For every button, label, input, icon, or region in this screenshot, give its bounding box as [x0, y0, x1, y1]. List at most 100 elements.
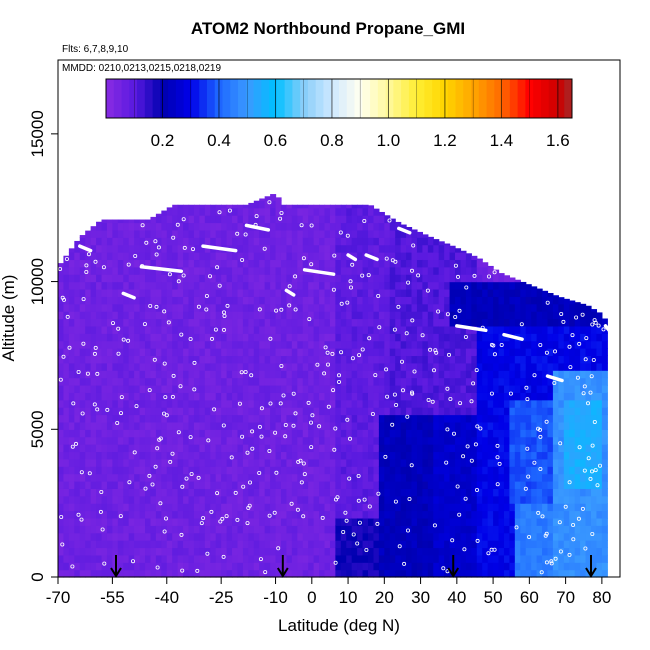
heat-cell	[85, 274, 92, 283]
heat-cell	[400, 318, 407, 327]
heat-cell	[166, 252, 173, 261]
heat-cell	[476, 429, 483, 438]
heat-cell	[270, 384, 277, 393]
heat-cell	[79, 458, 86, 467]
heat-cell	[183, 370, 190, 379]
heat-cell	[531, 466, 538, 475]
heat-cell	[563, 466, 570, 475]
heat-cell	[79, 303, 86, 312]
heat-cell	[270, 503, 277, 512]
heat-cell	[286, 296, 293, 305]
heat-cell	[145, 399, 152, 408]
sample-marker	[320, 515, 325, 520]
heat-cell	[319, 237, 326, 246]
heat-cell	[286, 466, 293, 475]
heat-cell	[487, 265, 494, 268]
heat-cell	[346, 407, 353, 416]
heat-cell	[183, 525, 190, 534]
sample-marker	[245, 450, 250, 455]
heat-cell	[63, 355, 70, 364]
heat-cell	[63, 451, 70, 460]
heat-cell	[166, 451, 173, 460]
heat-cell	[384, 370, 391, 379]
heat-cell	[242, 562, 249, 571]
heat-cell	[498, 444, 505, 453]
heat-cell	[166, 510, 173, 519]
heat-cell	[68, 340, 75, 349]
heat-cell	[210, 562, 217, 571]
heat-cell	[329, 525, 336, 534]
heat-cell	[416, 429, 423, 438]
heat-cell	[210, 532, 217, 541]
heat-cell	[406, 348, 413, 357]
heat-cell	[563, 318, 570, 327]
heat-cell	[406, 532, 413, 541]
heat-cell	[498, 562, 505, 571]
heat-cell	[280, 480, 288, 489]
heat-cell	[585, 466, 592, 475]
sample-marker	[299, 480, 304, 485]
heat-cell	[204, 384, 211, 393]
heat-cell	[389, 451, 396, 460]
heat-cell	[449, 355, 456, 364]
heat-cell	[286, 355, 293, 364]
heat-cell	[237, 532, 244, 541]
heat-cell	[329, 488, 336, 497]
heat-cell	[253, 451, 260, 460]
heat-cell	[520, 547, 527, 556]
heat-cell	[85, 547, 92, 556]
heat-cell	[215, 562, 222, 571]
heat-cell	[493, 399, 500, 408]
heat-cell	[302, 510, 309, 519]
heat-cell	[280, 429, 288, 438]
heat-cell	[232, 547, 239, 556]
heat-cell	[221, 384, 228, 393]
heat-cell	[520, 532, 527, 541]
heat-cell	[362, 384, 369, 393]
heat-cell	[493, 370, 500, 379]
heat-cell	[221, 503, 228, 512]
heat-cell	[210, 517, 217, 526]
heat-cell	[280, 204, 288, 209]
heat-cell	[145, 318, 152, 327]
heat-cell	[569, 532, 576, 541]
heat-cell	[248, 473, 255, 482]
heat-cell	[400, 333, 407, 342]
heat-cell	[335, 436, 342, 445]
heat-cell	[297, 362, 304, 371]
heat-cell	[188, 355, 195, 364]
heat-cell	[531, 333, 538, 342]
heat-cell	[525, 399, 532, 408]
heat-cell	[373, 421, 380, 430]
heat-cell	[389, 458, 396, 467]
heat-cell	[329, 362, 336, 371]
heat-cell	[139, 259, 146, 268]
heat-cell	[433, 274, 440, 283]
heat-cell	[291, 215, 298, 224]
heat-cell	[389, 399, 396, 408]
heat-cell	[433, 355, 440, 364]
heat-cell	[123, 540, 130, 549]
heat-cell	[259, 348, 266, 357]
heat-cell	[574, 421, 581, 430]
heat-cell	[253, 569, 260, 578]
heat-cell	[444, 554, 451, 563]
heat-cell	[275, 311, 282, 320]
heat-cell	[471, 281, 478, 290]
heat-cell	[85, 311, 92, 320]
heat-cell	[433, 303, 440, 312]
heat-cell	[297, 503, 304, 512]
heat-cell	[145, 296, 152, 305]
heat-cell	[237, 204, 244, 209]
heat-cell	[520, 517, 527, 526]
heat-cell	[400, 399, 407, 408]
heat-cell	[85, 540, 92, 549]
heat-cell	[335, 318, 342, 327]
heat-cell	[58, 399, 65, 408]
heat-cell	[248, 399, 255, 408]
heat-cell	[155, 348, 162, 357]
heat-cell	[155, 421, 162, 430]
sample-marker	[250, 446, 255, 451]
heat-cell	[351, 333, 358, 342]
heat-cell	[351, 540, 358, 549]
